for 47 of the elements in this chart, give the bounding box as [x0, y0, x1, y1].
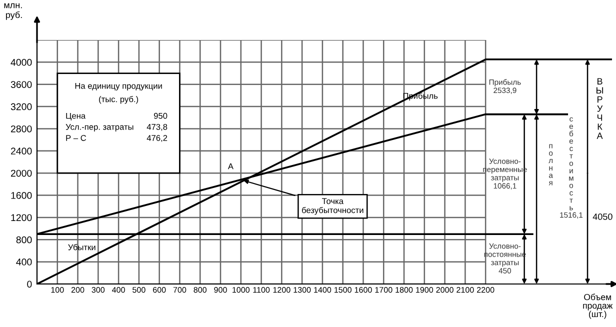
- x-tick-label: 800: [194, 286, 207, 293]
- annotation: 4050: [592, 213, 612, 220]
- x-tick-label: 300: [92, 286, 105, 293]
- x-tick-label: 1100: [253, 286, 270, 293]
- annotation: 473,8: [146, 124, 168, 131]
- annotation: 950: [154, 112, 168, 119]
- y-axis-title: млн. руб.: [4, 3, 22, 20]
- x-tick-label: 700: [173, 286, 186, 293]
- x-tick-label: 200: [71, 286, 84, 293]
- annotation: (тыс. руб.): [99, 96, 138, 104]
- x-tick-label: 900: [214, 286, 227, 293]
- x-axis-title: Объем продаж (шт.): [583, 294, 613, 319]
- annotation: ВЫРУЧКА: [596, 78, 604, 139]
- x-tick-label: 1500: [334, 286, 352, 293]
- x-tick-label: 1400: [314, 286, 332, 293]
- y-tick-label: 1200: [11, 214, 32, 222]
- annotation: Р – С: [66, 135, 86, 141]
- annotation: Точка безубыточности: [302, 198, 364, 215]
- y-tick-label: 2800: [11, 125, 32, 132]
- annotation: Цена: [66, 112, 86, 120]
- x-tick-label: 1800: [396, 286, 413, 293]
- annotation: A: [228, 163, 234, 170]
- y-tick-label: 800: [16, 236, 32, 244]
- annotation: 476,2: [146, 135, 168, 142]
- x-tick-label: 1200: [273, 286, 290, 293]
- x-tick-label: 2200: [477, 286, 494, 293]
- x-tick-label: 1300: [294, 286, 311, 293]
- y-tick-label: 2400: [11, 148, 32, 155]
- y-tick-label: 4000: [10, 58, 32, 66]
- x-tick-label: 1600: [354, 286, 372, 293]
- x-tick-label: 1700: [375, 286, 392, 293]
- x-tick-label: 2100: [456, 286, 474, 293]
- x-tick-label: 1000: [232, 286, 250, 293]
- annotation: Усл.-пер. затраты: [66, 124, 134, 132]
- y-tick-label: 400: [16, 258, 32, 266]
- annotation: На единицу продукции: [75, 83, 162, 90]
- x-tick-label: 2000: [436, 286, 454, 293]
- y-tick-label: 1600: [11, 192, 32, 199]
- x-tick-label: 100: [51, 286, 64, 293]
- x-tick-label: 600: [153, 286, 166, 293]
- x-tick-label: 400: [112, 286, 125, 293]
- y-tick-label: 0: [27, 280, 32, 288]
- y-tick-label: 3200: [10, 103, 32, 110]
- x-tick-label: 500: [132, 286, 146, 293]
- y-tick-label: 3600: [10, 81, 32, 88]
- y-tick-label: 2000: [11, 170, 32, 177]
- x-tick-label: 1900: [416, 286, 434, 293]
